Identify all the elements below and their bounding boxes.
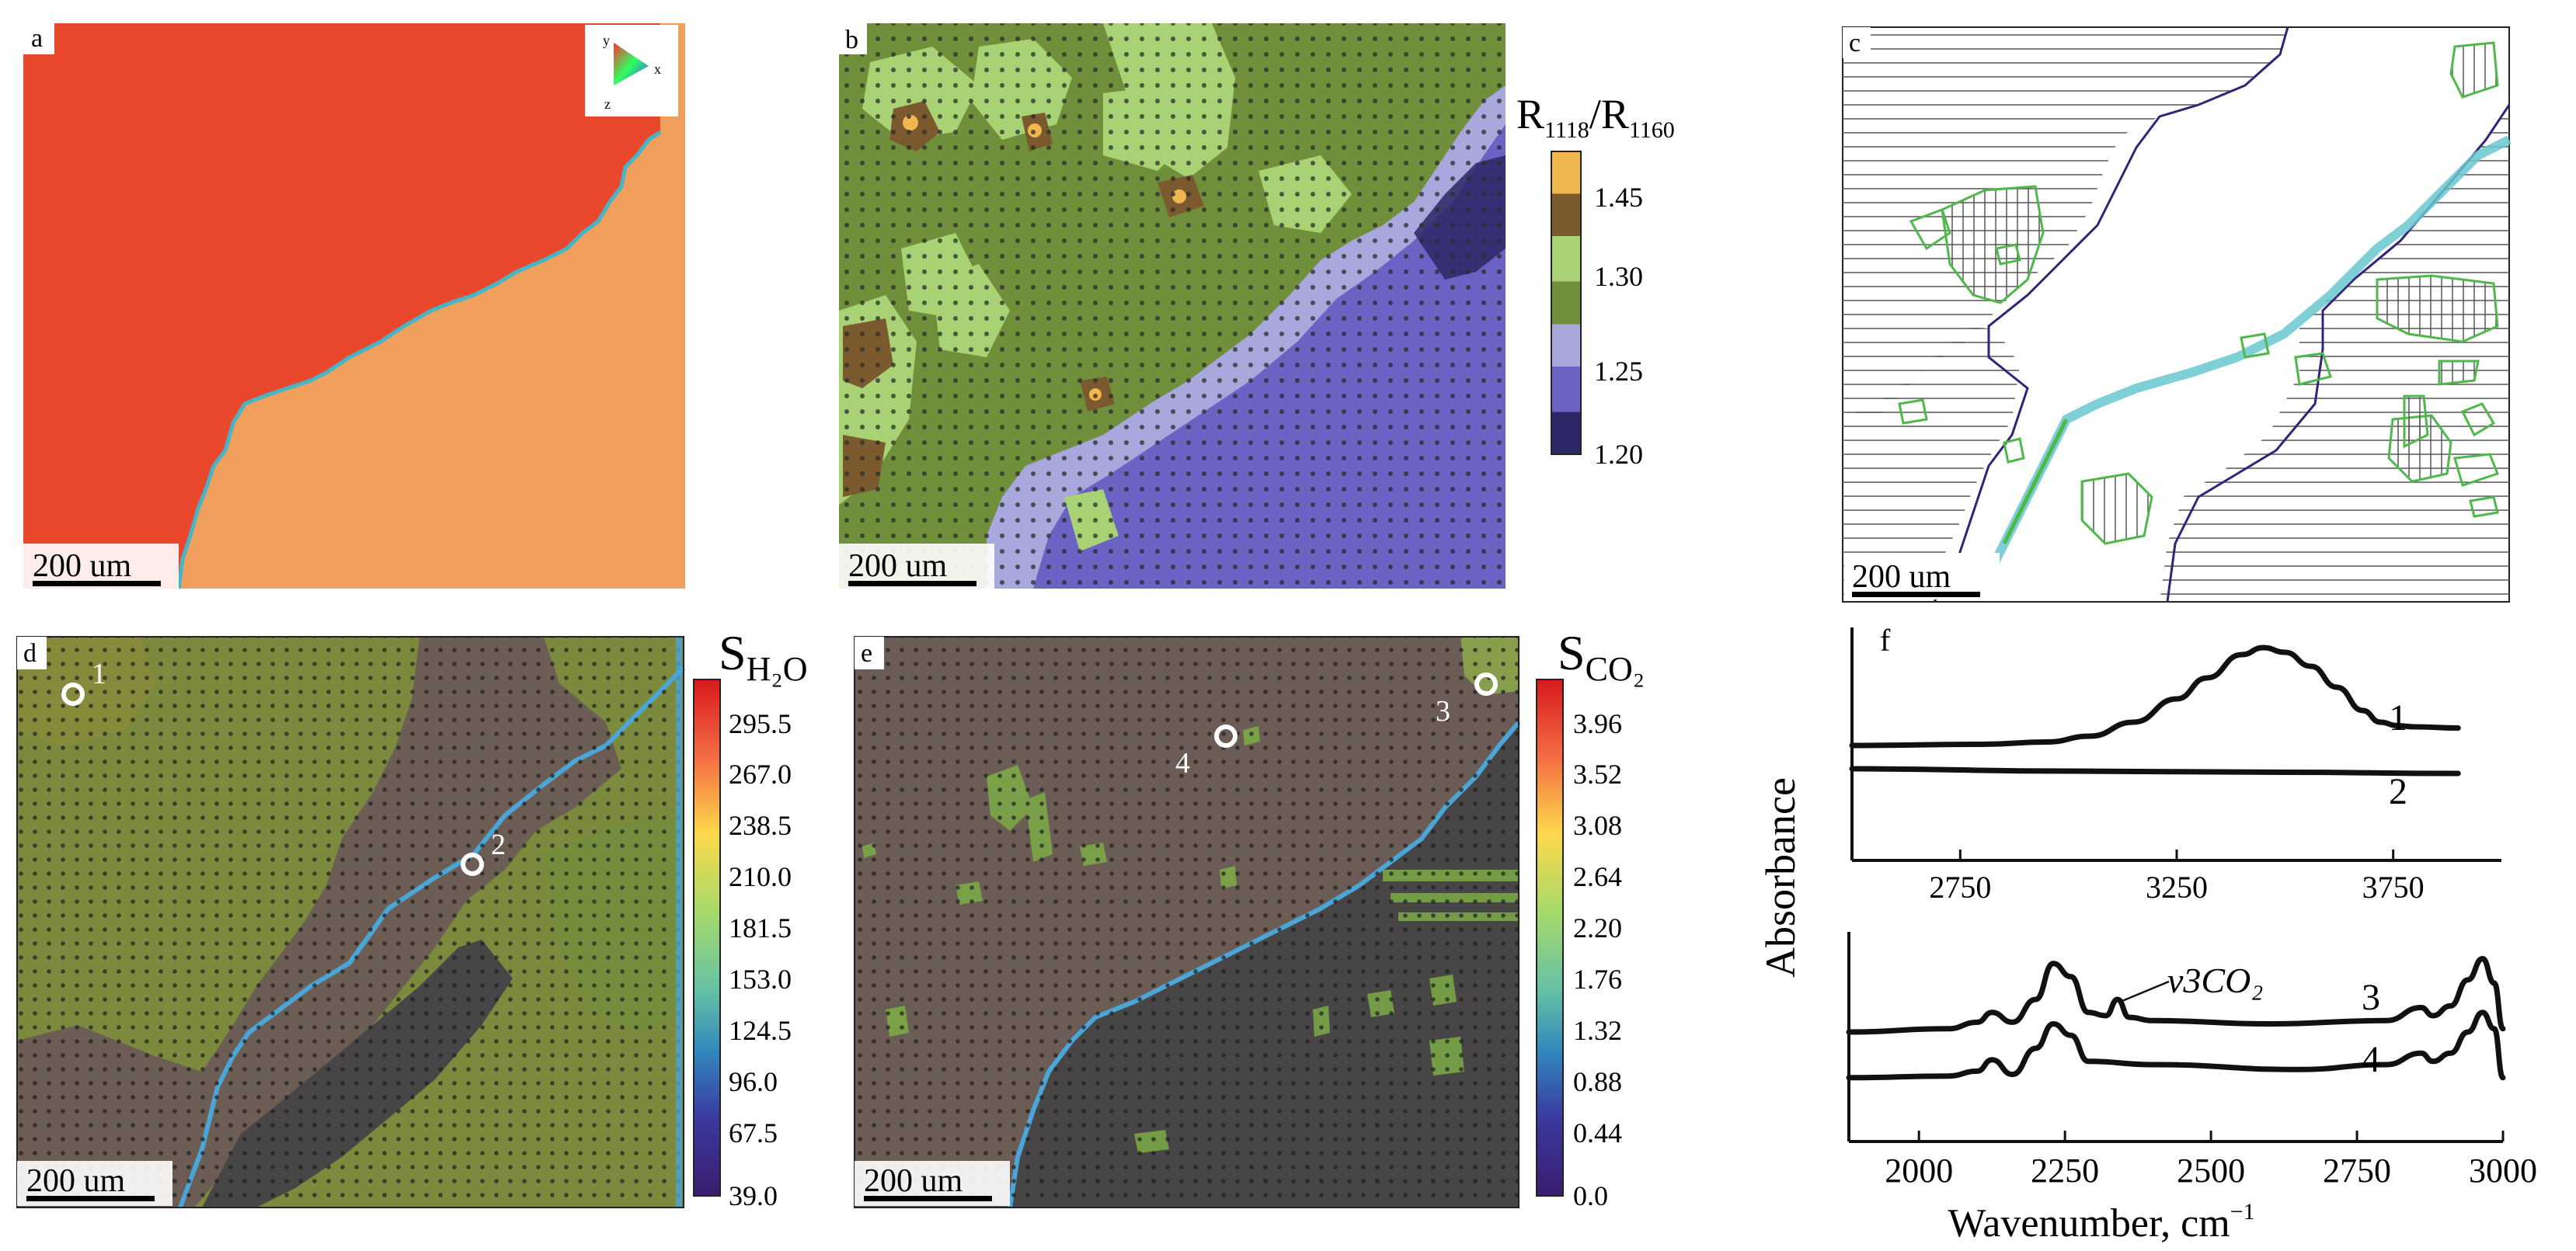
colorbar-b: R1118/R1160 1.45 1.30 1.25 1.20 xyxy=(1516,91,1675,470)
spectrum-line-3 xyxy=(1846,956,2506,1035)
scale-bar-label-b: 200 um xyxy=(848,548,948,584)
colorbar-d: SH₂O 295.5 267.0 238.5 210.0 181.5 153.0… xyxy=(693,625,807,1211)
colorbar-d-tick: 67.5 xyxy=(729,1117,778,1148)
colorbar-b-tick: 1.45 xyxy=(1594,182,1643,213)
colorbar-d-tick: 39.0 xyxy=(729,1180,778,1211)
colorbar-e: SCO₂ 3.96 3.52 3.08 2.64 2.20 1.76 1.32 … xyxy=(1536,625,1645,1211)
scale-bar-a xyxy=(33,581,161,586)
scale-bar-label-c: 200 um xyxy=(1852,559,1951,595)
measurement-point-2 xyxy=(461,853,484,876)
spectrum-label-4: 4 xyxy=(2362,1039,2380,1080)
colorbar-e-tick: 0.0 xyxy=(1573,1180,1608,1211)
spectrum-line-1 xyxy=(1849,645,2461,749)
colorbar-e-tick: 2.20 xyxy=(1573,912,1622,943)
panel-c: c 200 um xyxy=(1842,26,2512,603)
colorbar-d-tick: 295.5 xyxy=(729,708,792,739)
x-tick-label: 3250 xyxy=(2146,870,2208,905)
x-tick-label: 2250 xyxy=(2031,1152,2099,1190)
panel-label-f: f xyxy=(1880,623,1891,658)
measurement-point-3 xyxy=(1474,672,1498,696)
panel-label-c: c xyxy=(1849,29,1861,57)
scale-bar-c xyxy=(1852,592,1980,597)
annotation-leader-line xyxy=(2118,980,2170,1004)
measurement-point-4 xyxy=(1214,725,1238,748)
colorbar-d-tick: 124.5 xyxy=(729,1015,792,1046)
colorbar-e-tick: 2.64 xyxy=(1573,861,1622,892)
colorbar-e-title: SCO₂ xyxy=(1558,625,1645,688)
spectrum-label-2: 2 xyxy=(2389,771,2407,812)
point-label-4: 4 xyxy=(1175,747,1190,780)
orientation-x: x xyxy=(654,61,661,77)
panel-label-e: e xyxy=(861,639,872,668)
point-label-1: 1 xyxy=(92,658,106,690)
measurement-point-1 xyxy=(61,683,85,706)
colorbar-e-tick: 0.44 xyxy=(1573,1117,1622,1148)
panel-label-a: a xyxy=(31,24,43,53)
colorbar-d-tick: 96.0 xyxy=(729,1066,778,1097)
panel-d: 1 2 d 200 um xyxy=(16,636,686,1209)
colorbar-b-tick: 1.20 xyxy=(1594,439,1643,470)
v3co2-annotation: v3CO₂ xyxy=(2167,961,2263,1000)
colorbar-e-tick: 0.88 xyxy=(1573,1066,1622,1097)
phase-boundary-c1 xyxy=(1933,26,2289,603)
colorbar-b-tick: 1.30 xyxy=(1594,261,1643,292)
panel-e: 3 4 e 200 um xyxy=(854,636,1521,1208)
colorbar-e-tick: 3.08 xyxy=(1573,810,1622,841)
scale-bar-e xyxy=(864,1196,992,1201)
colorbar-b-title: R1118/R1160 xyxy=(1516,91,1675,143)
colorbar-d-scale xyxy=(693,679,721,1197)
colorbar-e-tick: 1.76 xyxy=(1573,964,1622,995)
colorbar-d-tick: 181.5 xyxy=(729,912,792,943)
panel-a: y x z a 200 um xyxy=(23,23,685,589)
x-tick-label: 3750 xyxy=(2362,870,2425,905)
colorbar-d-tick: 238.5 xyxy=(729,810,792,841)
panel-label-d: d xyxy=(23,639,37,668)
colorbar-e-scale xyxy=(1536,679,1564,1197)
colorbar-d-tick: 267.0 xyxy=(729,759,792,790)
point-label-2: 2 xyxy=(491,829,506,861)
y-axis-label: Absorbance xyxy=(1757,777,1804,978)
spectrum-label-3: 3 xyxy=(2362,977,2380,1018)
scale-bar-label-e: 200 um xyxy=(864,1163,963,1199)
x-tick-label: 2750 xyxy=(1929,870,1991,905)
scale-bar-label-a: 200 um xyxy=(33,548,132,584)
colorbar-d-tick: 210.0 xyxy=(729,861,792,892)
scale-bar-b xyxy=(848,581,976,586)
scale-bar-d xyxy=(26,1196,155,1201)
colorbar-e-tick: 3.96 xyxy=(1573,708,1622,739)
orientation-z: z xyxy=(604,96,611,112)
x-tick-label: 3000 xyxy=(2469,1152,2537,1190)
scale-bar-label-d: 200 um xyxy=(26,1163,126,1199)
colorbar-e-tick: 1.32 xyxy=(1573,1015,1622,1046)
colorbar-b-scale xyxy=(1551,151,1582,455)
spectrum-label-1: 1 xyxy=(2389,697,2407,738)
x-axis-label: Wavenumber, cm−1 xyxy=(1948,1199,2254,1246)
orientation-y: y xyxy=(603,33,610,48)
spectrum-line-2 xyxy=(1849,766,2461,777)
panel-b: b 200 um xyxy=(839,23,1506,589)
x-tick-label: 2000 xyxy=(1885,1152,1953,1190)
panel-f: f Absorbance 2750 3250 3750 1 2 2000 2250 250… xyxy=(1757,623,2537,1246)
x-tick-label: 2750 xyxy=(2323,1152,2391,1190)
colorbar-d-title: SH₂O xyxy=(719,625,807,688)
colorbar-e-tick: 3.52 xyxy=(1573,759,1622,790)
grain-boundary-a xyxy=(176,130,662,589)
x-tick-label: 2500 xyxy=(2177,1152,2245,1190)
colorbar-d-tick: 153.0 xyxy=(729,964,792,995)
panel-label-b: b xyxy=(845,26,858,54)
colorbar-b-tick: 1.25 xyxy=(1594,356,1643,387)
spectrum-line-4 xyxy=(1846,1009,2506,1081)
point-label-3: 3 xyxy=(1436,695,1450,728)
ipf-triangle-icon xyxy=(614,43,649,85)
